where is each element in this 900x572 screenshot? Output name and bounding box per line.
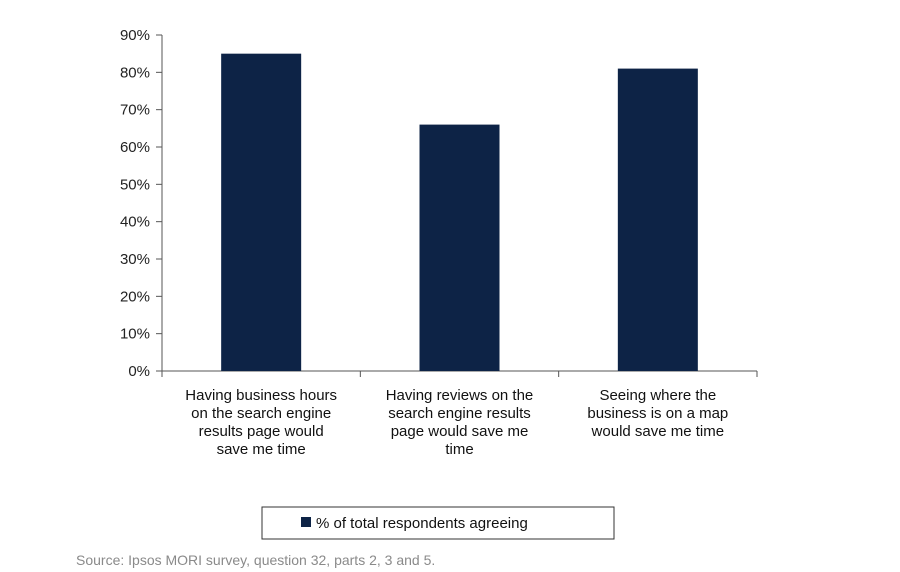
- y-tick-label: 40%: [120, 214, 150, 231]
- y-tick-label: 60%: [120, 139, 150, 156]
- y-tick-label: 50%: [120, 176, 150, 193]
- x-category-label: Having business hours on the search engin…: [185, 387, 337, 458]
- bar: [221, 53, 302, 372]
- category-labels: Having business hours on the search engin…: [185, 387, 728, 458]
- legend-swatch: [301, 517, 311, 527]
- y-tick-label: 70%: [120, 102, 150, 119]
- source-note: Source: Ipsos MORI survey, question 32, …: [76, 552, 436, 568]
- y-tick-label: 20%: [120, 288, 150, 305]
- bar: [617, 68, 698, 371]
- y-tick-label: 80%: [120, 64, 150, 81]
- y-axis: 0% 10% 20% 30% 40% 50% 60% 70% 80% 90%: [120, 27, 163, 380]
- y-tick-label: 30%: [120, 251, 150, 268]
- legend-label: % of total respondents agreeing: [316, 515, 528, 532]
- legend: % of total respondents agreeing: [261, 506, 615, 540]
- y-tick-label: 90%: [120, 27, 150, 44]
- bar: [419, 124, 500, 371]
- y-tick-label: 0%: [128, 363, 150, 380]
- y-tick-label: 10%: [120, 326, 150, 343]
- x-axis: [161, 370, 758, 377]
- legend-box: [261, 506, 615, 540]
- x-category-label: Seeing where the business is on a map woul…: [587, 387, 728, 440]
- bars: [221, 53, 698, 372]
- x-category-label: Having reviews on the search engine resul…: [386, 387, 534, 458]
